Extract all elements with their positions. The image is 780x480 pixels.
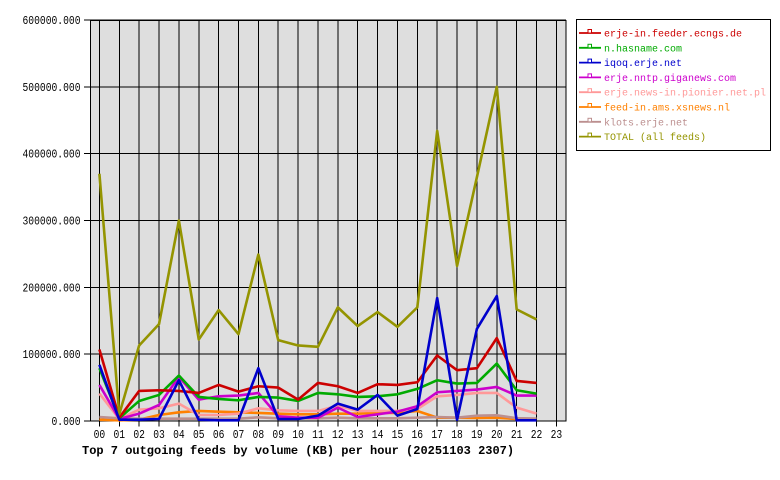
svg-text:22: 22 xyxy=(531,429,543,442)
svg-text:200000.000: 200000.000 xyxy=(23,282,81,295)
svg-text:21: 21 xyxy=(511,429,523,442)
svg-text:17: 17 xyxy=(431,429,443,442)
svg-text:erje.nntp.giganews.com: erje.nntp.giganews.com xyxy=(604,73,736,85)
svg-text:15: 15 xyxy=(392,429,404,442)
svg-text:TOTAL (all feeds): TOTAL (all feeds) xyxy=(604,132,706,144)
svg-text:20: 20 xyxy=(491,429,503,442)
svg-text:01: 01 xyxy=(113,429,125,442)
svg-text:feed-in.ams.xsnews.nl: feed-in.ams.xsnews.nl xyxy=(604,103,730,115)
svg-text:06: 06 xyxy=(213,429,225,442)
svg-text:0.000: 0.000 xyxy=(52,416,81,429)
svg-text:erje-in.feeder.ecngs.de: erje-in.feeder.ecngs.de xyxy=(604,29,742,41)
svg-text:03: 03 xyxy=(153,429,165,442)
svg-text:Top 7 outgoing feeds by volume: Top 7 outgoing feeds by volume (KB) per … xyxy=(82,444,514,458)
svg-text:600000.000: 600000.000 xyxy=(23,15,81,28)
svg-text:04: 04 xyxy=(173,429,185,442)
svg-text:09: 09 xyxy=(272,429,284,442)
svg-text:500000.000: 500000.000 xyxy=(23,82,81,95)
svg-text:08: 08 xyxy=(253,429,265,442)
svg-text:23: 23 xyxy=(551,429,563,442)
svg-text:400000.000: 400000.000 xyxy=(23,149,81,162)
svg-text:13: 13 xyxy=(352,429,364,442)
svg-text:14: 14 xyxy=(372,429,384,442)
svg-text:iqoq.erje.net: iqoq.erje.net xyxy=(604,58,682,70)
svg-text:19: 19 xyxy=(471,429,483,442)
svg-text:300000.000: 300000.000 xyxy=(23,216,81,229)
svg-text:erje.news-in.pionier.net.pl: erje.news-in.pionier.net.pl xyxy=(604,88,766,100)
svg-text:07: 07 xyxy=(233,429,245,442)
svg-text:100000.000: 100000.000 xyxy=(23,349,81,362)
svg-text:05: 05 xyxy=(193,429,205,442)
svg-text:10: 10 xyxy=(292,429,304,442)
svg-text:18: 18 xyxy=(451,429,463,442)
svg-text:00: 00 xyxy=(94,429,106,442)
svg-text:16: 16 xyxy=(412,429,424,442)
svg-text:02: 02 xyxy=(133,429,145,442)
svg-text:12: 12 xyxy=(332,429,344,442)
svg-text:klots.erje.net: klots.erje.net xyxy=(604,117,688,129)
svg-text:n.hasname.com: n.hasname.com xyxy=(604,43,682,55)
svg-text:11: 11 xyxy=(312,429,324,442)
